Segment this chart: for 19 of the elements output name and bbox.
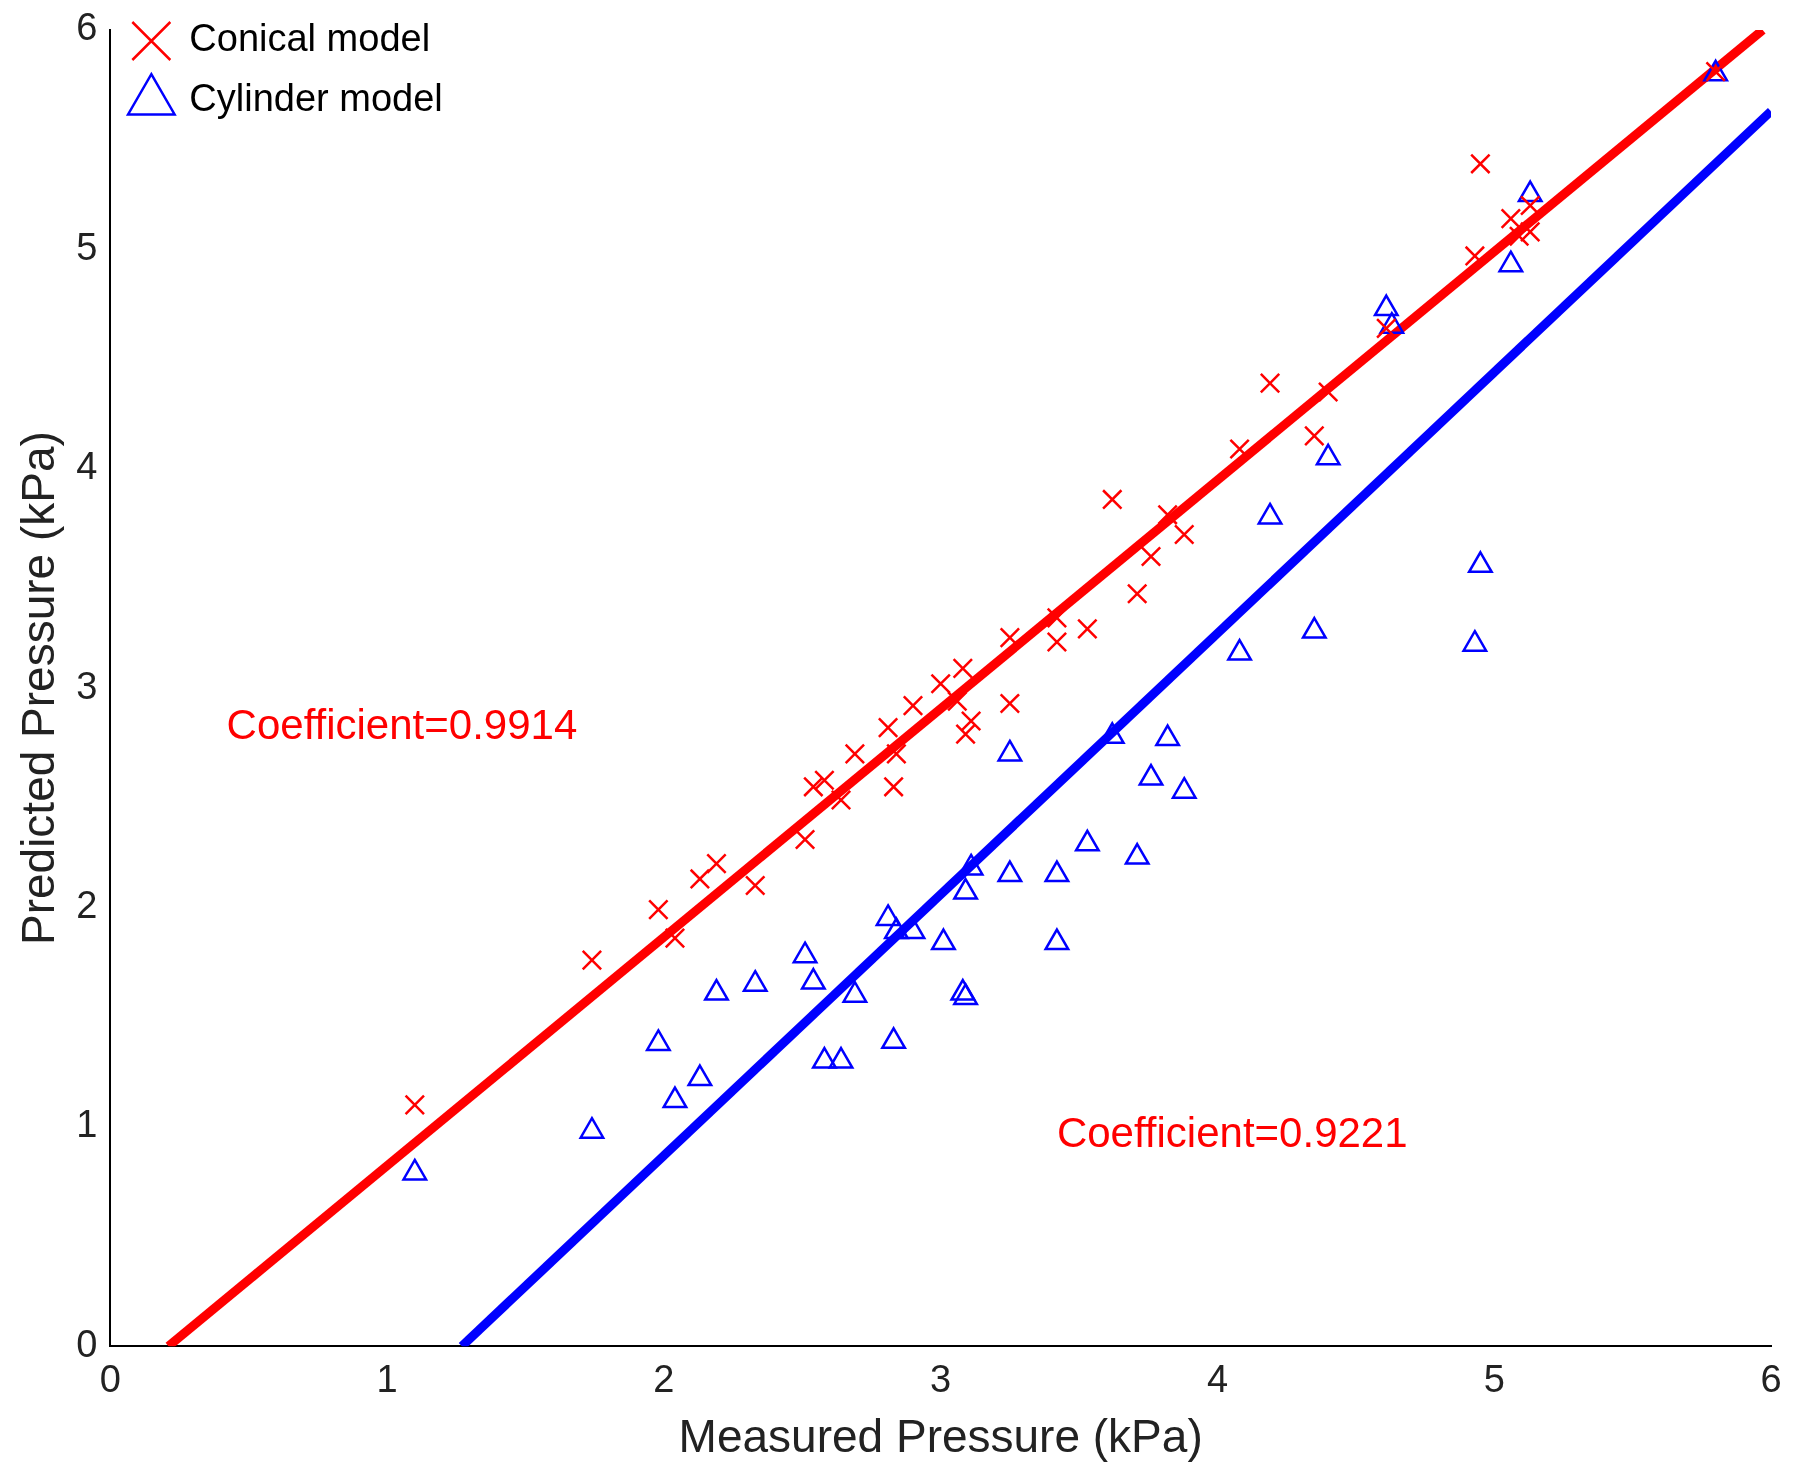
y-tick-label: 6 bbox=[76, 6, 98, 49]
x-axis-title: Measured Pressure (kPa) bbox=[678, 1410, 1203, 1463]
x-tick-label: 6 bbox=[1760, 1358, 1782, 1401]
y-tick-label: 4 bbox=[76, 445, 98, 488]
x-tick-label: 3 bbox=[930, 1358, 952, 1401]
y-tick-label: 2 bbox=[76, 883, 98, 926]
y-tick-label: 3 bbox=[76, 664, 98, 707]
x-tick-label: 1 bbox=[376, 1358, 398, 1401]
legend-label: Cylinder model bbox=[189, 77, 443, 120]
y-tick-label: 5 bbox=[76, 225, 98, 268]
x-tick-label: 4 bbox=[1206, 1358, 1229, 1401]
y-axis-title: Predicted Pressure (kPa) bbox=[12, 431, 65, 946]
legend-label: Conical model bbox=[189, 17, 431, 60]
y-tick-label: 0 bbox=[76, 1322, 98, 1365]
annotation: Coefficient=0.9221 bbox=[1056, 1109, 1408, 1157]
x-tick-label: 2 bbox=[653, 1358, 675, 1401]
x-tick-label: 5 bbox=[1483, 1358, 1505, 1401]
y-tick-label: 1 bbox=[76, 1103, 98, 1146]
annotation: Coefficient=0.9914 bbox=[226, 701, 578, 749]
